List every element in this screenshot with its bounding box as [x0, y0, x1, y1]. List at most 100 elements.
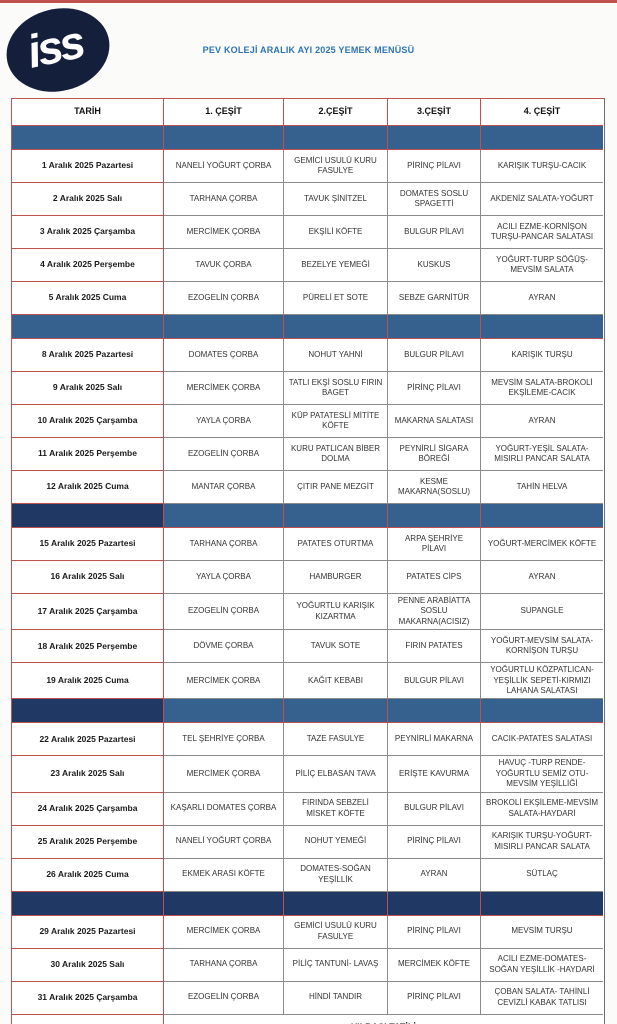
menu-item-cell-course-3: PENNE ARABİATTA SOSLU MAKARNA(ACISIZ) [388, 594, 481, 631]
separator-cell [388, 126, 481, 150]
separator-cell [164, 699, 284, 724]
menu-item-cell-course-3: PEYNİRLİ SİGARA BÖREĞİ [388, 438, 481, 471]
date-cell: 17 Aralık 2025 Çarşamba [12, 594, 164, 631]
separator-cell [284, 315, 388, 339]
menu-row: 25 Aralık 2025 Perşembe NANELİ YOĞURT ÇOR… [12, 825, 604, 859]
separator-cell [164, 315, 284, 339]
menu-item-cell-course-4: KARIŞIK TURŞU-CACIK [481, 150, 603, 183]
separator-cell [284, 699, 388, 724]
menu-row: 22 Aralık 2025 Pazartesi TEL ŞEHRİYE ÇORB… [12, 723, 604, 757]
menu-item-cell-course-1: EZOGELİN ÇORBA [164, 594, 284, 631]
menu-item-cell-course-3: DOMATES SOSLU SPAGETTİ [388, 183, 481, 216]
menu-item-cell-course-4: MEVSİM TURŞU [481, 915, 603, 949]
menu-item-cell-course-1: KAŞARLI DOMATES ÇORBA [164, 792, 284, 826]
date-cell: 15 Aralık 2025 Pazartesi [12, 528, 164, 561]
column-header-course-4: 4. ÇEŞİT [481, 99, 603, 126]
column-header-date: TARİH [12, 99, 164, 126]
table-body: 1 Aralık 2025 Pazartesi NANELİ YOĞURT ÇOR… [12, 126, 604, 1024]
date-cell: 9 Aralık 2025 Salı [12, 372, 164, 405]
menu-item-cell-course-3: BULGUR PİLAVI [388, 792, 481, 826]
menu-item-cell-course-2: NOHUT YEMEĞİ [284, 825, 388, 859]
menu-row: 19 Aralık 2025 Cuma MERCİMEK ÇORBA KAĞIT K… [12, 663, 604, 700]
menu-item-cell-course-1: TARHANA ÇORBA [164, 948, 284, 982]
menu-item-cell-course-3: PEYNİRLİ MAKARNA [388, 723, 481, 757]
menu-row: 10 Aralık 2025 Çarşamba YAYLA ÇORBA KÜP PA… [12, 405, 604, 438]
menu-item-cell-course-1: NANELİ YOĞURT ÇORBA [164, 825, 284, 859]
menu-item-cell-course-3: BULGUR PİLAVI [388, 216, 481, 249]
page-title: PEV KOLEJİ ARALIK AYI 2025 YEMEK MENÜSÜ [202, 45, 415, 55]
menu-item-cell-course-3: KUSKUS [388, 249, 481, 282]
menu-item-cell-course-2: YOĞURTLU KARIŞIK KIZARTMA [284, 594, 388, 631]
separator-cell [481, 891, 603, 916]
menu-item-cell-course-3: FIRIN PATATES [388, 630, 481, 664]
menu-item-cell-course-4: AKDENİZ SALATA-YOĞURT [481, 183, 603, 216]
menu-item-cell-course-2: KAĞIT KEBABI [284, 663, 388, 700]
menu-table: TARİH 1. ÇEŞİT 2.ÇEŞİT 3.ÇEŞİT 4. ÇEŞİT … [11, 98, 605, 1024]
menu-row: 26 Aralık 2025 Cuma EKMEK ARASI KÖFTE DOMA… [12, 858, 604, 892]
menu-row: 5 Aralık 2025 Cuma EZOGELİN ÇORBA PÜRELİ E… [12, 282, 604, 315]
menu-item-cell-course-1: EKMEK ARASI KÖFTE [164, 858, 284, 892]
menu-item-cell-course-1: DOMATES ÇORBA [164, 339, 284, 372]
menu-item-cell-course-4: YOĞURT-YEŞİL SALATA-MISIRLI PANCAR SALAT… [481, 438, 603, 471]
menu-row: 11 Aralık 2025 Perşembe EZOGELİN ÇORBA KUR… [12, 438, 604, 471]
separator-cell [388, 699, 481, 724]
menu-item-cell-course-2: KÜP PATATESLİ MİTİTE KÖFTE [284, 405, 388, 438]
menu-item-cell-course-3: PİRİNÇ PİLAVI [388, 150, 481, 183]
menu-item-cell-course-2: PİLİÇ TANTUNİ- LAVAŞ [284, 948, 388, 982]
separator-cell [12, 699, 164, 724]
separator-cell [481, 504, 603, 528]
date-cell: 12 Aralık 2025 Cuma [12, 471, 164, 504]
menu-item-cell-course-3: PATATES CİPS [388, 561, 481, 594]
menu-row: 9 Aralık 2025 Salı MERCİMEK ÇORBA TATLI EK… [12, 372, 604, 405]
menu-item-cell-course-4: YOĞURT-MERCİMEK KÖFTE [481, 528, 603, 561]
menu-item-cell-course-4: AYRAN [481, 561, 603, 594]
menu-item-cell-course-1: MANTAR ÇORBA [164, 471, 284, 504]
menu-item-cell-course-4: ACILI EZME-KORNİŞON TURŞU-PANCAR SALATAS… [481, 216, 603, 249]
menu-item-cell-course-1: MERCİMEK ÇORBA [164, 663, 284, 700]
date-cell: 24 Aralık 2025 Çarşamba [12, 792, 164, 826]
separator-cell [388, 315, 481, 339]
menu-item-cell-course-4: ACILI EZME-DOMATES-SOĞAN YEŞİLLİK -HAYDA… [481, 948, 603, 982]
separator-cell [481, 315, 603, 339]
menu-row: 12 Aralık 2025 Cuma MANTAR ÇORBA ÇITIR PAN… [12, 471, 604, 504]
menu-row: 18 Aralık 2025 Perşembe DÖVME ÇORBA TAVUK … [12, 630, 604, 664]
menu-item-cell-course-3: BULGUR PİLAVI [388, 663, 481, 700]
menu-row: 24 Aralık 2025 Çarşamba KAŞARLI DOMATES Ç… [12, 792, 604, 826]
menu-item-cell-course-2: PATATES OTURTMA [284, 528, 388, 561]
menu-item-cell-course-3: PİRİNÇ PİLAVI [388, 981, 481, 1015]
week-separator-row [12, 504, 604, 528]
menu-item-cell-course-3: PİRİNÇ PİLAVI [388, 372, 481, 405]
menu-row: 15 Aralık 2025 Pazartesi TARHANA ÇORBA PAT… [12, 528, 604, 561]
separator-cell [12, 891, 164, 916]
separator-cell [284, 891, 388, 916]
menu-item-cell-course-1: NANELİ YOĞURT ÇORBA [164, 150, 284, 183]
date-cell: 1 Ocak 2026 Perşembe [12, 1014, 164, 1024]
menu-item-cell-course-4: CACIK-PATATES SALATASI [481, 723, 603, 757]
separator-cell [164, 891, 284, 916]
date-cell: 4 Aralık 2025 Perşembe [12, 249, 164, 282]
menu-item-cell-course-4: SÜTLAÇ [481, 858, 603, 892]
menu-row: 31 Aralık 2025 Çarşamba EZOGELİN ÇORBA HİN… [12, 981, 604, 1015]
menu-item-cell-course-1: MERCİMEK ÇORBA [164, 216, 284, 249]
menu-item-cell-course-1: TARHANA ÇORBA [164, 183, 284, 216]
menu-item-cell-course-2: TAZE FASULYE [284, 723, 388, 757]
menu-item-cell-course-4: MEVSİM SALATA-BROKOLİ EKŞİLEME-CACIK [481, 372, 603, 405]
menu-item-cell-course-1: YAYLA ÇORBA [164, 405, 284, 438]
date-cell: 29 Aralık 2025 Pazartesi [12, 915, 164, 949]
week-separator-row [12, 315, 604, 339]
menu-item-cell-course-2: BEZELYE YEMEĞİ [284, 249, 388, 282]
menu-row: 4 Aralık 2025 Perşembe TAVUK ÇORBA BEZELYE… [12, 249, 604, 282]
document-header: iss PEV KOLEJİ ARALIK AYI 2025 YEMEK MEN… [0, 0, 617, 103]
menu-item-cell-course-3: MERCİMEK KÖFTE [388, 948, 481, 982]
menu-item-cell-course-2: HAMBURGER [284, 561, 388, 594]
separator-cell [12, 315, 164, 339]
date-cell: 5 Aralık 2025 Cuma [12, 282, 164, 315]
menu-row: 3 Aralık 2025 Çarşamba MERCİMEK ÇORBA EKŞİ… [12, 216, 604, 249]
separator-cell [12, 504, 164, 528]
menu-item-cell-course-4: SUPANGLE [481, 594, 603, 631]
date-cell: 8 Aralık 2025 Pazartesi [12, 339, 164, 372]
page-top-border [0, 0, 617, 3]
menu-item-cell-course-2: HİNDİ TANDIR [284, 981, 388, 1015]
menu-item-cell-course-2: TAVUK ŞİNİTZEL [284, 183, 388, 216]
table-header-row: TARİH 1. ÇEŞİT 2.ÇEŞİT 3.ÇEŞİT 4. ÇEŞİT [12, 99, 604, 126]
